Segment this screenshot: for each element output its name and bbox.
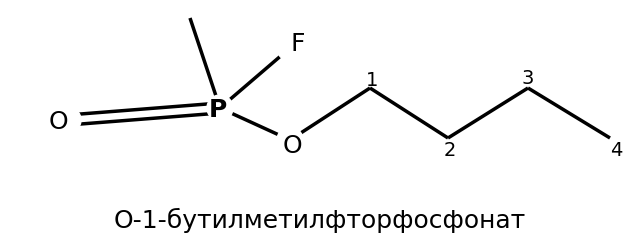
Circle shape <box>277 127 303 153</box>
Text: О-1-бутилметилфторфосфонат: О-1-бутилметилфторфосфонат <box>114 207 526 233</box>
Circle shape <box>277 35 303 61</box>
Text: O: O <box>48 110 68 134</box>
Circle shape <box>207 95 233 121</box>
Circle shape <box>55 107 81 133</box>
Text: F: F <box>291 32 305 56</box>
Text: P: P <box>209 98 227 122</box>
Text: O: O <box>282 134 302 158</box>
Text: 1: 1 <box>366 71 378 89</box>
Text: 3: 3 <box>522 69 534 87</box>
Text: 4: 4 <box>610 141 622 160</box>
Text: 2: 2 <box>444 141 456 160</box>
